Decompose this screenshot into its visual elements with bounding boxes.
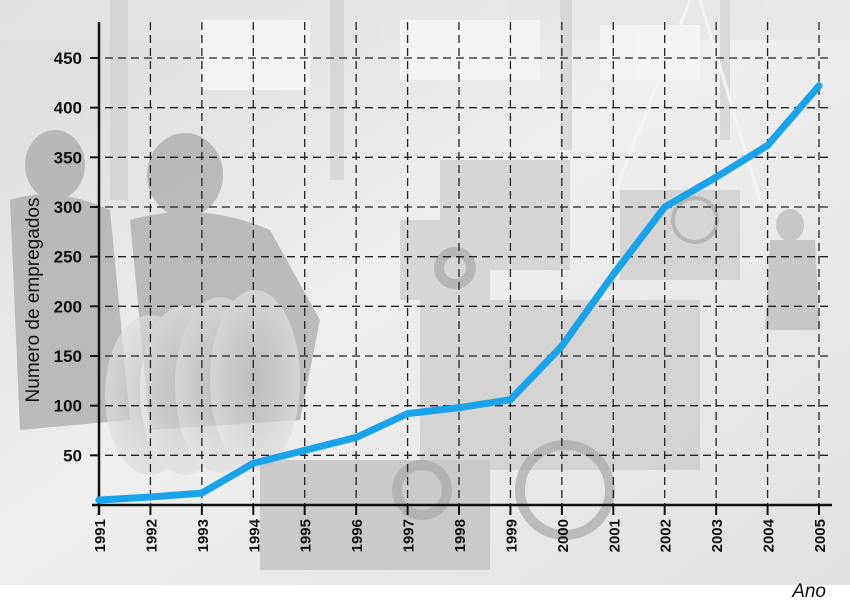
- y-tick-label: 200: [54, 297, 82, 316]
- x-tick-label: 1993: [195, 519, 212, 552]
- data-point: [558, 342, 566, 350]
- data-point: [609, 271, 617, 279]
- y-tick-label: 250: [54, 248, 82, 267]
- x-tick-label: 1992: [143, 519, 160, 552]
- gridlines: [92, 22, 832, 505]
- x-tick-label: 2000: [555, 519, 572, 552]
- data-point: [712, 173, 720, 181]
- y-tick-label: 300: [54, 198, 82, 217]
- data-point: [404, 410, 412, 418]
- x-tick-labels: 1991 1992 1993 1994 1995 1996 1997 1998 1999 2000…: [92, 518, 829, 552]
- y-axis-label: Numero de empregados: [23, 198, 44, 403]
- x-tick-label: 1998: [452, 519, 469, 552]
- data-point: [455, 404, 463, 412]
- y-tick-label: 400: [54, 99, 82, 118]
- y-tick-label: 150: [54, 347, 82, 366]
- data-point: [146, 493, 154, 501]
- x-tick-label: 2001: [606, 519, 623, 552]
- x-tick-label: 1995: [298, 519, 315, 552]
- data-point: [249, 459, 257, 467]
- x-tick-label: 1991: [92, 519, 109, 552]
- x-tick-label: 2005: [812, 519, 829, 552]
- data-point: [352, 433, 360, 441]
- data-point: [198, 489, 206, 497]
- data-point: [506, 396, 514, 404]
- x-tick-label: 2002: [658, 519, 675, 552]
- x-axis-label: Ano: [791, 581, 826, 602]
- series: [95, 82, 823, 504]
- y-tick-label: 350: [54, 148, 82, 167]
- y-tick-label: 50: [63, 446, 82, 465]
- data-point: [661, 203, 669, 211]
- y-tick-labels: 50 100 150 200 250 300 350 400 450: [54, 49, 82, 465]
- y-tick-label: 100: [54, 397, 82, 416]
- x-tick-label: 2004: [761, 518, 778, 552]
- x-tick-label: 1994: [246, 518, 263, 552]
- y-tick-label: 450: [54, 49, 82, 68]
- data-point: [95, 496, 103, 504]
- x-tick-label: 1997: [401, 519, 418, 552]
- x-tick-label: 2003: [709, 519, 726, 552]
- axes: [90, 22, 832, 515]
- data-point: [301, 446, 309, 454]
- x-tick-label: 1999: [503, 519, 520, 552]
- data-point: [764, 141, 772, 149]
- x-tick-label: 1996: [349, 519, 366, 552]
- data-point: [815, 82, 823, 90]
